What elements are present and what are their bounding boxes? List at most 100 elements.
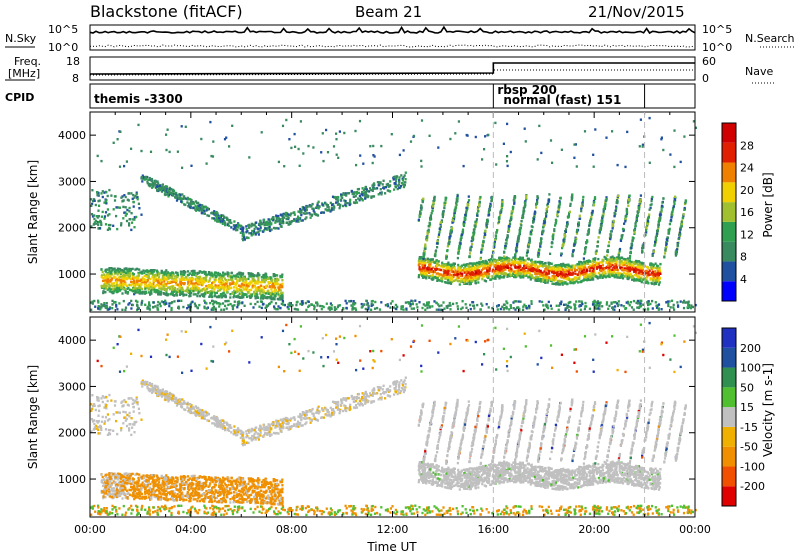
power-cell bbox=[235, 275, 237, 277]
power-cell bbox=[474, 277, 476, 279]
power-cell bbox=[418, 268, 420, 270]
power-cell bbox=[229, 293, 231, 295]
power-cell bbox=[440, 225, 442, 227]
power-cell bbox=[542, 274, 544, 276]
power-cell bbox=[256, 296, 258, 298]
power-cell bbox=[431, 210, 433, 212]
power-cell bbox=[210, 292, 212, 294]
power-cell bbox=[537, 256, 539, 258]
power-cell bbox=[217, 273, 219, 275]
power-cell bbox=[579, 265, 581, 267]
power-cell bbox=[223, 289, 225, 291]
power-cell bbox=[581, 203, 583, 205]
power-cell bbox=[192, 290, 194, 292]
power-cell bbox=[105, 211, 107, 213]
power-cell bbox=[109, 290, 111, 292]
power-cell bbox=[564, 234, 566, 236]
power-cell bbox=[640, 194, 642, 196]
power-cell bbox=[613, 220, 615, 222]
power-cell bbox=[243, 288, 245, 290]
power-cell bbox=[568, 216, 570, 218]
power-cell bbox=[123, 212, 125, 214]
power-cell bbox=[523, 207, 525, 209]
power-cell bbox=[443, 207, 445, 209]
power-cell bbox=[534, 211, 536, 213]
power-cell bbox=[172, 274, 174, 276]
power-cell bbox=[120, 269, 122, 271]
power-cell bbox=[240, 293, 242, 295]
power-cell bbox=[510, 268, 512, 270]
power-cell bbox=[474, 266, 476, 268]
power-cell bbox=[192, 282, 194, 284]
power-cell bbox=[548, 277, 550, 279]
power-cell bbox=[351, 190, 353, 192]
power-cell bbox=[543, 270, 545, 272]
power-cell bbox=[450, 270, 452, 272]
power-cell bbox=[642, 278, 644, 280]
power-cell bbox=[222, 285, 224, 287]
power-cell bbox=[508, 228, 510, 230]
power-cell bbox=[144, 291, 146, 293]
power-cell bbox=[422, 258, 424, 260]
power-cell bbox=[637, 269, 639, 271]
power-cell bbox=[280, 297, 282, 299]
power-cell bbox=[130, 229, 132, 231]
power-cell bbox=[238, 285, 240, 287]
power-cell bbox=[536, 269, 538, 271]
power-cell bbox=[629, 266, 631, 268]
power-cell bbox=[259, 292, 261, 294]
power-cell bbox=[444, 278, 446, 280]
power-cell bbox=[428, 260, 430, 262]
power-cell bbox=[648, 214, 650, 216]
power-cell bbox=[230, 226, 232, 228]
power-cell bbox=[549, 268, 551, 270]
power-cell bbox=[251, 230, 253, 232]
power-cell bbox=[567, 223, 569, 225]
power-cell bbox=[613, 215, 615, 217]
power-cell bbox=[487, 220, 489, 222]
power-cell bbox=[470, 276, 472, 278]
power-cell bbox=[198, 282, 200, 284]
power-cell bbox=[526, 254, 528, 256]
freq-series bbox=[90, 63, 695, 74]
power-cell bbox=[552, 279, 554, 281]
power-cell bbox=[599, 229, 601, 231]
power-cell bbox=[546, 279, 548, 281]
power-cell bbox=[481, 249, 483, 251]
power-cell bbox=[171, 271, 173, 273]
power-cell bbox=[569, 211, 571, 213]
power-cell bbox=[148, 277, 150, 279]
power-cell bbox=[484, 230, 486, 232]
power-cell bbox=[261, 276, 263, 278]
power-cell bbox=[254, 282, 256, 284]
power-cell bbox=[188, 274, 190, 276]
cpid-label: CPID bbox=[5, 91, 34, 104]
power-cell bbox=[634, 222, 636, 224]
freq-unit-label: [MHz] bbox=[8, 67, 40, 80]
power-cell bbox=[520, 220, 522, 222]
power-cell bbox=[477, 266, 479, 268]
power-cell bbox=[649, 274, 651, 276]
power-cell bbox=[241, 296, 243, 298]
power-cell bbox=[196, 279, 198, 281]
power-cell bbox=[176, 280, 178, 282]
power-cell bbox=[120, 272, 122, 274]
power-cell bbox=[461, 273, 463, 275]
power-cell bbox=[187, 287, 189, 289]
power-cell bbox=[281, 283, 283, 285]
power-cell bbox=[432, 205, 434, 207]
power-cell bbox=[535, 206, 537, 208]
power-cell bbox=[510, 274, 512, 276]
power-cell bbox=[473, 231, 475, 233]
power-cell bbox=[395, 186, 397, 188]
power-cell bbox=[444, 202, 446, 204]
power-cell bbox=[126, 209, 128, 211]
power-cell bbox=[280, 295, 282, 297]
power-cell bbox=[670, 219, 672, 221]
power-cell bbox=[587, 263, 589, 265]
power-cell bbox=[141, 288, 143, 290]
power-cell bbox=[627, 201, 629, 203]
power-cell bbox=[240, 289, 242, 291]
power-cell bbox=[640, 199, 642, 201]
power-cell bbox=[230, 272, 232, 274]
